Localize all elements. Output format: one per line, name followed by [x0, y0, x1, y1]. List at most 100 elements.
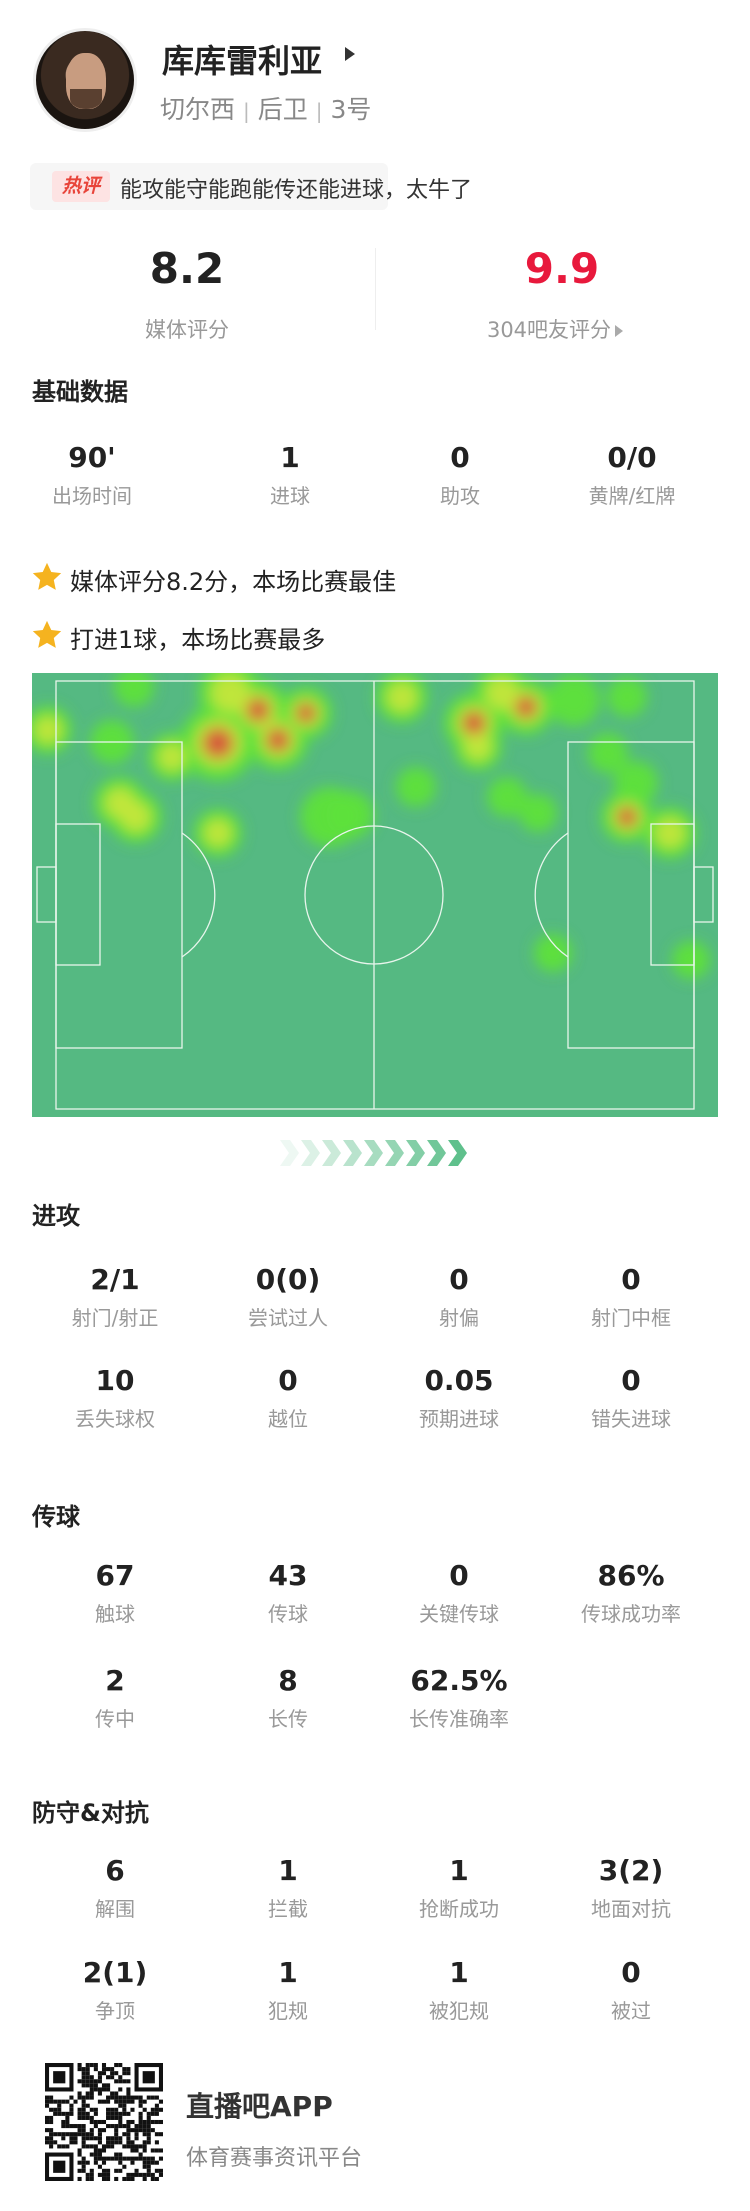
stat-value: 0: [278, 1364, 298, 1397]
player-name[interactable]: 库库雷利亚: [162, 42, 323, 80]
stat-value: 0: [449, 1263, 469, 1296]
heat-spot: [614, 761, 658, 805]
stat-item: 43 传球: [198, 1558, 378, 1627]
chevron-right-icon: [343, 1140, 362, 1166]
stat-label: 传球: [268, 1602, 308, 1626]
stat-label: 长传: [268, 1707, 308, 1731]
stat-value: 0: [449, 1559, 469, 1592]
stat-label: 传球成功率: [581, 1602, 681, 1626]
stat-value: 43: [268, 1559, 308, 1592]
stat-label: 进球: [270, 484, 310, 508]
stat-item: 1 抢断成功: [369, 1853, 549, 1922]
stat-item: 0 助攻: [370, 440, 550, 509]
stat-label: 尝试过人: [248, 1306, 328, 1330]
stat-item: 90' 出场时间: [2, 440, 182, 509]
chevron-right-icon: [448, 1140, 467, 1166]
stat-item: 2/1 射门/射正: [25, 1262, 205, 1331]
stat-label: 越位: [268, 1407, 308, 1431]
stat-item: 0 射门中框: [541, 1262, 721, 1331]
stat-item: 1 被犯规: [369, 1955, 549, 2024]
heat-spot: [607, 677, 647, 717]
section-title-attack: 进攻: [32, 1202, 80, 1230]
media-score-label: 媒体评分: [145, 318, 229, 342]
hot-comment-tag: 热评: [52, 171, 110, 202]
heat-spot: [120, 801, 152, 833]
stat-item: 3(2) 地面对抗: [541, 1853, 721, 1922]
heat-spot: [672, 941, 710, 979]
stat-item: 0 关键传球: [369, 1558, 549, 1627]
stat-label: 争顶: [95, 1999, 135, 2023]
stat-label: 触球: [95, 1602, 135, 1626]
heat-spot: [246, 698, 270, 722]
stat-item: 0 错失进球: [541, 1363, 721, 1432]
heat-spot: [588, 733, 628, 773]
stat-value: 3(2): [598, 1854, 664, 1887]
heatmap-layer: [32, 673, 710, 979]
stat-item: 1 进球: [200, 440, 380, 509]
stat-value: 2(1): [82, 1956, 148, 1989]
stat-item: 8 长传: [198, 1663, 378, 1732]
club-name: 切尔西: [160, 95, 236, 124]
heat-spot: [326, 791, 374, 839]
player-avatar[interactable]: [33, 28, 137, 132]
chevron-right-icon: [280, 1140, 299, 1166]
stat-label: 出场时间: [52, 484, 132, 508]
section-title-defense: 防守&对抗: [32, 1799, 149, 1827]
stat-value: 1: [449, 1956, 469, 1989]
heat-spot: [519, 794, 557, 832]
hot-comment-text: 能攻能守能跑能传还能进球，太牛了: [120, 178, 473, 203]
star-icon: [32, 562, 62, 590]
caret-right-icon[interactable]: [345, 47, 355, 61]
stat-item: 2 传中: [25, 1663, 205, 1732]
stat-value: 67: [95, 1559, 135, 1592]
stat-value: 2: [105, 1664, 125, 1697]
stat-label: 地面对抗: [591, 1897, 671, 1921]
stat-item: 1 拦截: [198, 1853, 378, 1922]
stat-value: 0: [621, 1263, 641, 1296]
stat-value: 1: [278, 1956, 298, 1989]
stat-item: 2(1) 争顶: [25, 1955, 205, 2024]
stat-label: 射门/射正: [71, 1306, 159, 1330]
stat-label: 拦截: [268, 1897, 308, 1921]
chevron-right-icon: [322, 1140, 341, 1166]
highlight-text: 媒体评分8.2分，本场比赛最佳: [70, 568, 397, 596]
stat-label: 长传准确率: [409, 1707, 509, 1731]
stat-value: 0: [450, 441, 470, 474]
chevron-right-icon: [406, 1140, 425, 1166]
heat-spot: [485, 676, 519, 710]
heat-spot: [654, 817, 686, 849]
chevron-right-icon: [301, 1140, 320, 1166]
stat-label: 丢失球权: [75, 1407, 155, 1431]
heat-spot: [515, 696, 537, 718]
stat-item: 1 犯规: [198, 1955, 378, 2024]
heat-spot: [464, 733, 492, 761]
heat-spot: [617, 807, 637, 827]
stat-item: 10 丢失球权: [25, 1363, 205, 1432]
stat-label: 射偏: [439, 1306, 479, 1330]
stat-item: 86% 传球成功率: [541, 1558, 721, 1627]
chevrons-right-icon: [280, 1140, 467, 1166]
stat-value: 62.5%: [410, 1664, 508, 1697]
stat-item: 0 射偏: [369, 1262, 549, 1331]
heat-spot: [210, 673, 250, 713]
section-title-basic: 基础数据: [32, 378, 128, 406]
heat-spot: [548, 674, 600, 726]
heat-spot: [396, 767, 436, 807]
stat-item: 0 被过: [541, 1955, 721, 2024]
heat-spot: [296, 703, 316, 723]
stat-item: 0 越位: [198, 1363, 378, 1432]
stat-label: 关键传球: [419, 1602, 499, 1626]
stat-value: 8: [278, 1664, 298, 1697]
stat-label: 抢断成功: [419, 1897, 499, 1921]
stat-value: 0.05: [424, 1364, 494, 1397]
chevron-right-icon: [364, 1140, 383, 1166]
stat-value: 86%: [597, 1559, 665, 1592]
qr-code: [45, 2063, 163, 2181]
star-icon: [32, 620, 62, 648]
stat-value: 10: [95, 1364, 135, 1397]
section-title-passing: 传球: [32, 1503, 80, 1531]
player-info: 切尔西 | 后卫 | 3号: [160, 95, 372, 124]
heat-spot: [158, 743, 186, 771]
fan-score-link[interactable]: 304吧友评分: [425, 314, 685, 344]
stat-value: 0(0): [255, 1263, 321, 1296]
